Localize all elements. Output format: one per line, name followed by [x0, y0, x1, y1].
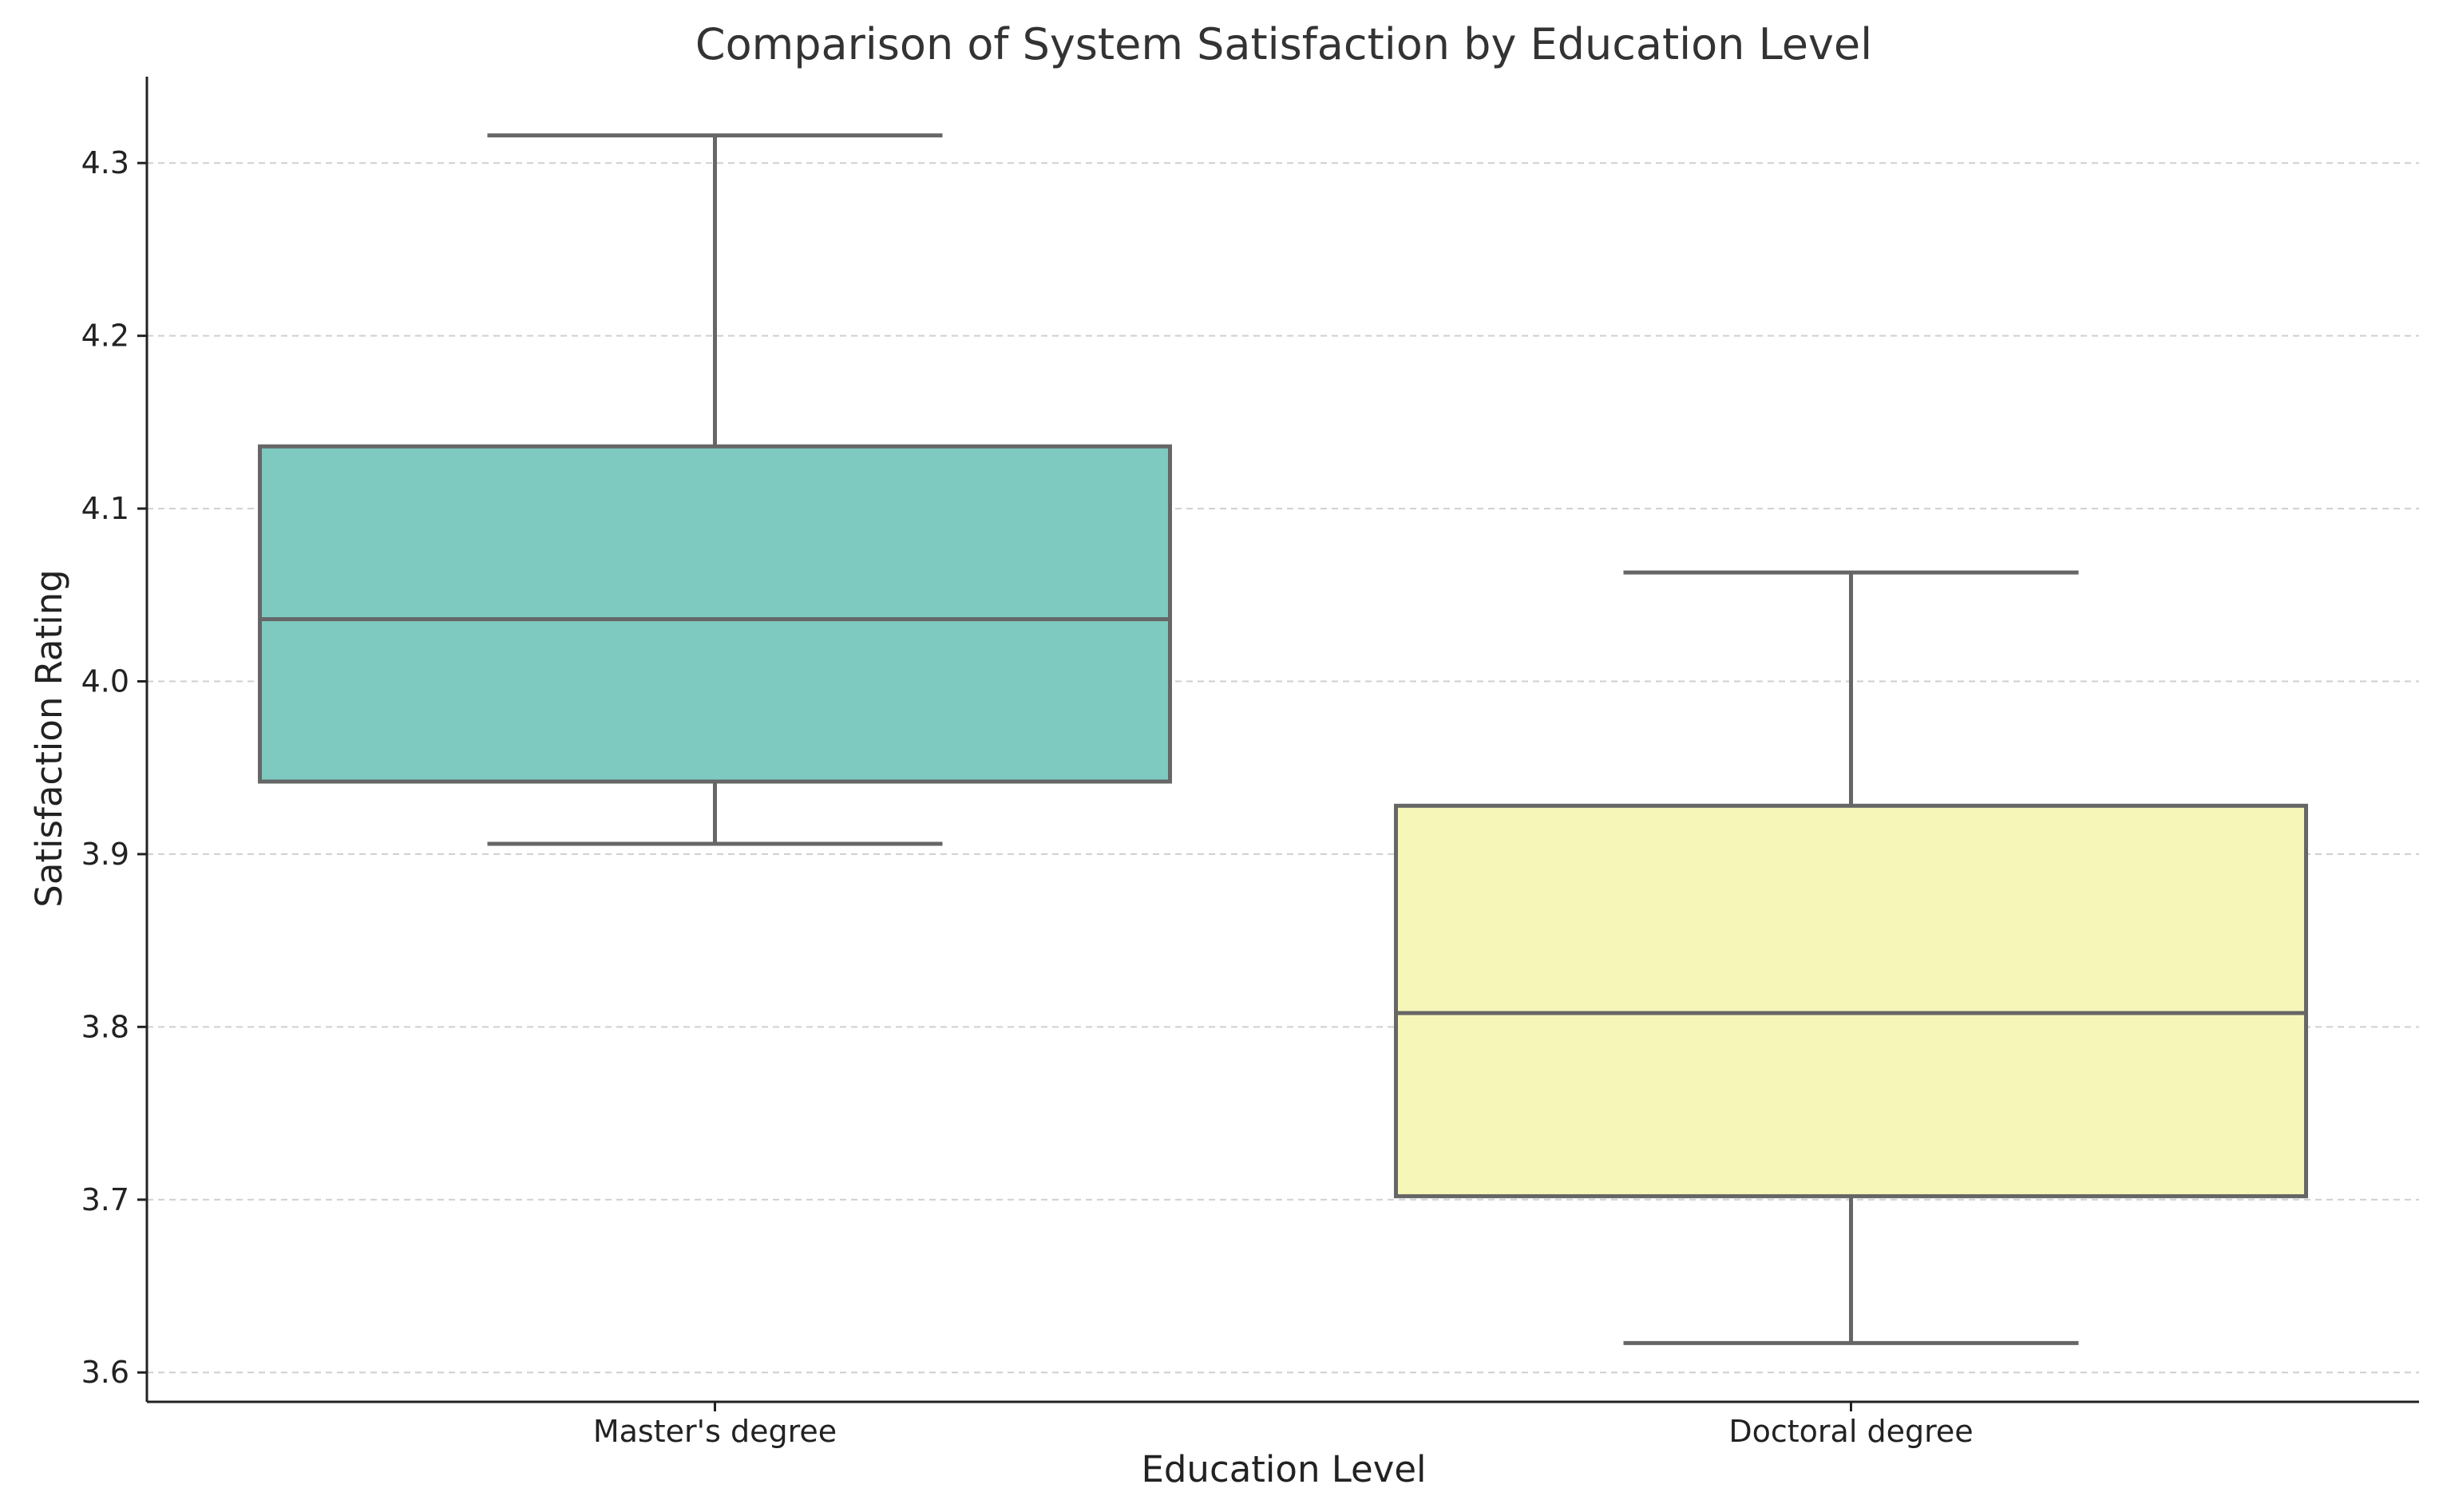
box-masters	[258, 133, 1172, 846]
y-tick-label: 4.3	[81, 145, 129, 180]
y-tick-label: 3.7	[81, 1182, 129, 1217]
y-axis-label: Satisfaction Rating	[28, 569, 70, 907]
axes: 3.6 3.7 3.8 3.9 4.0 4.1 4.2 4.3 Master's degree D…	[81, 77, 2419, 1449]
y-tick-label: 3.6	[81, 1355, 129, 1390]
chart-title: Comparison of System Satisfaction by Edu…	[695, 19, 1872, 69]
x-tick-label: Master's degree	[593, 1414, 837, 1449]
y-tick-label: 4.2	[81, 319, 129, 354]
x-axis-label: Education Level	[1141, 1448, 1426, 1490]
boxes	[258, 133, 2308, 1345]
y-tick-label: 3.9	[81, 837, 129, 872]
iqr-box	[258, 444, 1172, 784]
y-tick-label: 3.8	[81, 1009, 129, 1044]
box-doctoral	[1394, 570, 2308, 1345]
y-tick-label: 4.1	[81, 491, 129, 526]
x-tick-label: Doctoral degree	[1728, 1414, 1973, 1449]
iqr-box	[1394, 803, 2308, 1198]
y-tick-label: 4.0	[81, 663, 129, 699]
